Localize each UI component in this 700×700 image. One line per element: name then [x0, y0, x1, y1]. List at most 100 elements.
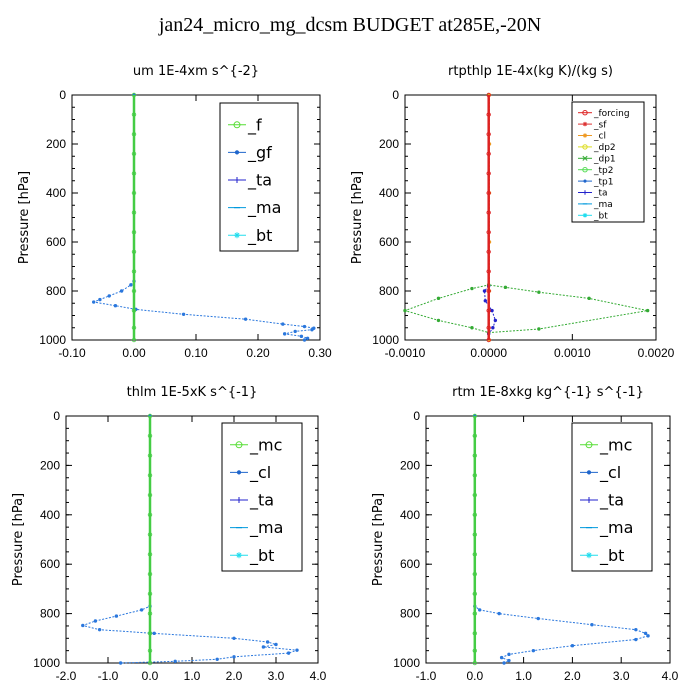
data-point — [477, 608, 482, 612]
legend-entry: _dp1 — [578, 154, 616, 164]
data-point — [490, 308, 494, 313]
legend-label: _cl — [599, 463, 621, 483]
data-point — [215, 657, 219, 661]
y-tick-label: 400 — [46, 186, 66, 200]
legend-label: _ta — [593, 189, 608, 199]
data-point — [274, 642, 278, 647]
panel-title: rtm 1E-8xkg kg^{-1} s^{-1} — [452, 385, 644, 400]
data-point — [302, 338, 307, 342]
data-point — [152, 631, 156, 636]
data-point — [507, 658, 511, 663]
data-point — [114, 614, 119, 618]
data-point — [139, 608, 144, 612]
data-point — [107, 294, 111, 298]
data-point — [472, 552, 477, 557]
y-tick-label: 800 — [40, 607, 60, 621]
y-tick-label: 200 — [379, 137, 399, 151]
y-tick-label: 600 — [40, 557, 60, 571]
data-point — [131, 308, 137, 313]
data-point — [472, 413, 477, 419]
legend-entry: _cl — [580, 463, 621, 483]
data-point — [536, 616, 540, 621]
x-tick-label: 3.0 — [613, 669, 630, 683]
data-point — [131, 210, 137, 215]
data-point — [131, 337, 137, 343]
legend-label: _bt — [593, 211, 608, 221]
data-point — [507, 652, 511, 657]
y-tick-label: 0 — [53, 409, 60, 423]
x-tick-label: 0.00 — [122, 346, 146, 360]
panel-1: um 1E-4xm s^{-2} Pressure [hPa] 0 200 400 600… — [17, 64, 332, 360]
data-point — [147, 453, 153, 458]
data-point — [129, 283, 133, 287]
data-point — [243, 317, 248, 321]
data-point — [295, 648, 299, 652]
y-tick-label: 400 — [40, 508, 60, 522]
series-line — [91, 95, 315, 341]
data-point — [645, 308, 650, 313]
data-point — [232, 636, 236, 640]
legend-box — [571, 101, 645, 223]
data-point — [531, 648, 536, 653]
data-point — [486, 190, 491, 196]
legend-entry: _dp2 — [578, 143, 616, 153]
legend-entry: _ma — [230, 518, 283, 538]
data-point — [293, 329, 297, 334]
y-axis-label: Pressure [hPa] — [350, 171, 365, 264]
data-point — [147, 532, 153, 537]
data-point — [261, 645, 266, 649]
data-point — [472, 660, 477, 666]
legend-entry: _bt — [230, 546, 274, 566]
data-point — [265, 640, 270, 644]
legend-entry: _tp2 — [578, 166, 613, 176]
data-point — [486, 171, 491, 176]
data-point — [486, 269, 491, 274]
data-point — [486, 112, 491, 117]
data-point — [503, 285, 508, 290]
data-point — [131, 171, 137, 176]
legend-label: _ma — [249, 518, 283, 538]
data-point — [472, 648, 477, 653]
x-tick-label: 0.0 — [466, 669, 483, 683]
x-tick-label: 0.0010 — [554, 346, 591, 360]
data-point — [147, 591, 153, 597]
data-point — [131, 131, 137, 137]
data-point — [470, 286, 474, 291]
data-point — [147, 492, 153, 498]
y-tick-label: 400 — [400, 508, 420, 522]
data-point — [147, 512, 153, 517]
data-point — [497, 611, 501, 616]
data-point — [147, 648, 153, 653]
data-point — [147, 660, 153, 666]
legend-label: _bt — [599, 546, 624, 566]
legend-label: _dp1 — [593, 154, 616, 164]
data-point — [634, 637, 638, 642]
data-point — [131, 288, 137, 294]
data-point — [131, 151, 137, 156]
data-point — [472, 512, 477, 517]
data-point — [147, 473, 153, 478]
x-tick-label: -0.10 — [58, 346, 86, 360]
data-point — [147, 631, 153, 636]
x-tick-label: 0.20 — [246, 346, 270, 360]
legend-entry: _cl — [578, 132, 606, 142]
data-point — [97, 627, 102, 632]
legend-entry: _tp1 — [578, 177, 613, 187]
y-tick-label: 1000 — [372, 333, 399, 347]
data-point — [131, 249, 137, 254]
y-tick-label: 800 — [400, 607, 420, 621]
x-tick-label: -1.0 — [98, 669, 119, 683]
legend-entry: _ta — [578, 189, 608, 199]
data-point — [499, 655, 504, 660]
data-point — [93, 619, 98, 623]
data-point — [305, 336, 310, 340]
data-point — [299, 334, 304, 339]
x-tick-label: 1.0 — [184, 669, 201, 683]
data-point — [646, 634, 650, 638]
legend: _mc _cl _ta _ma _bt — [221, 422, 303, 572]
data-point — [486, 131, 491, 137]
data-point — [147, 552, 153, 557]
y-tick-label: 1000 — [39, 333, 66, 347]
legend-entry: _ta — [228, 171, 272, 191]
panel-title: rtpthlp 1E-4x(kg K)/(kg s) — [448, 64, 613, 79]
